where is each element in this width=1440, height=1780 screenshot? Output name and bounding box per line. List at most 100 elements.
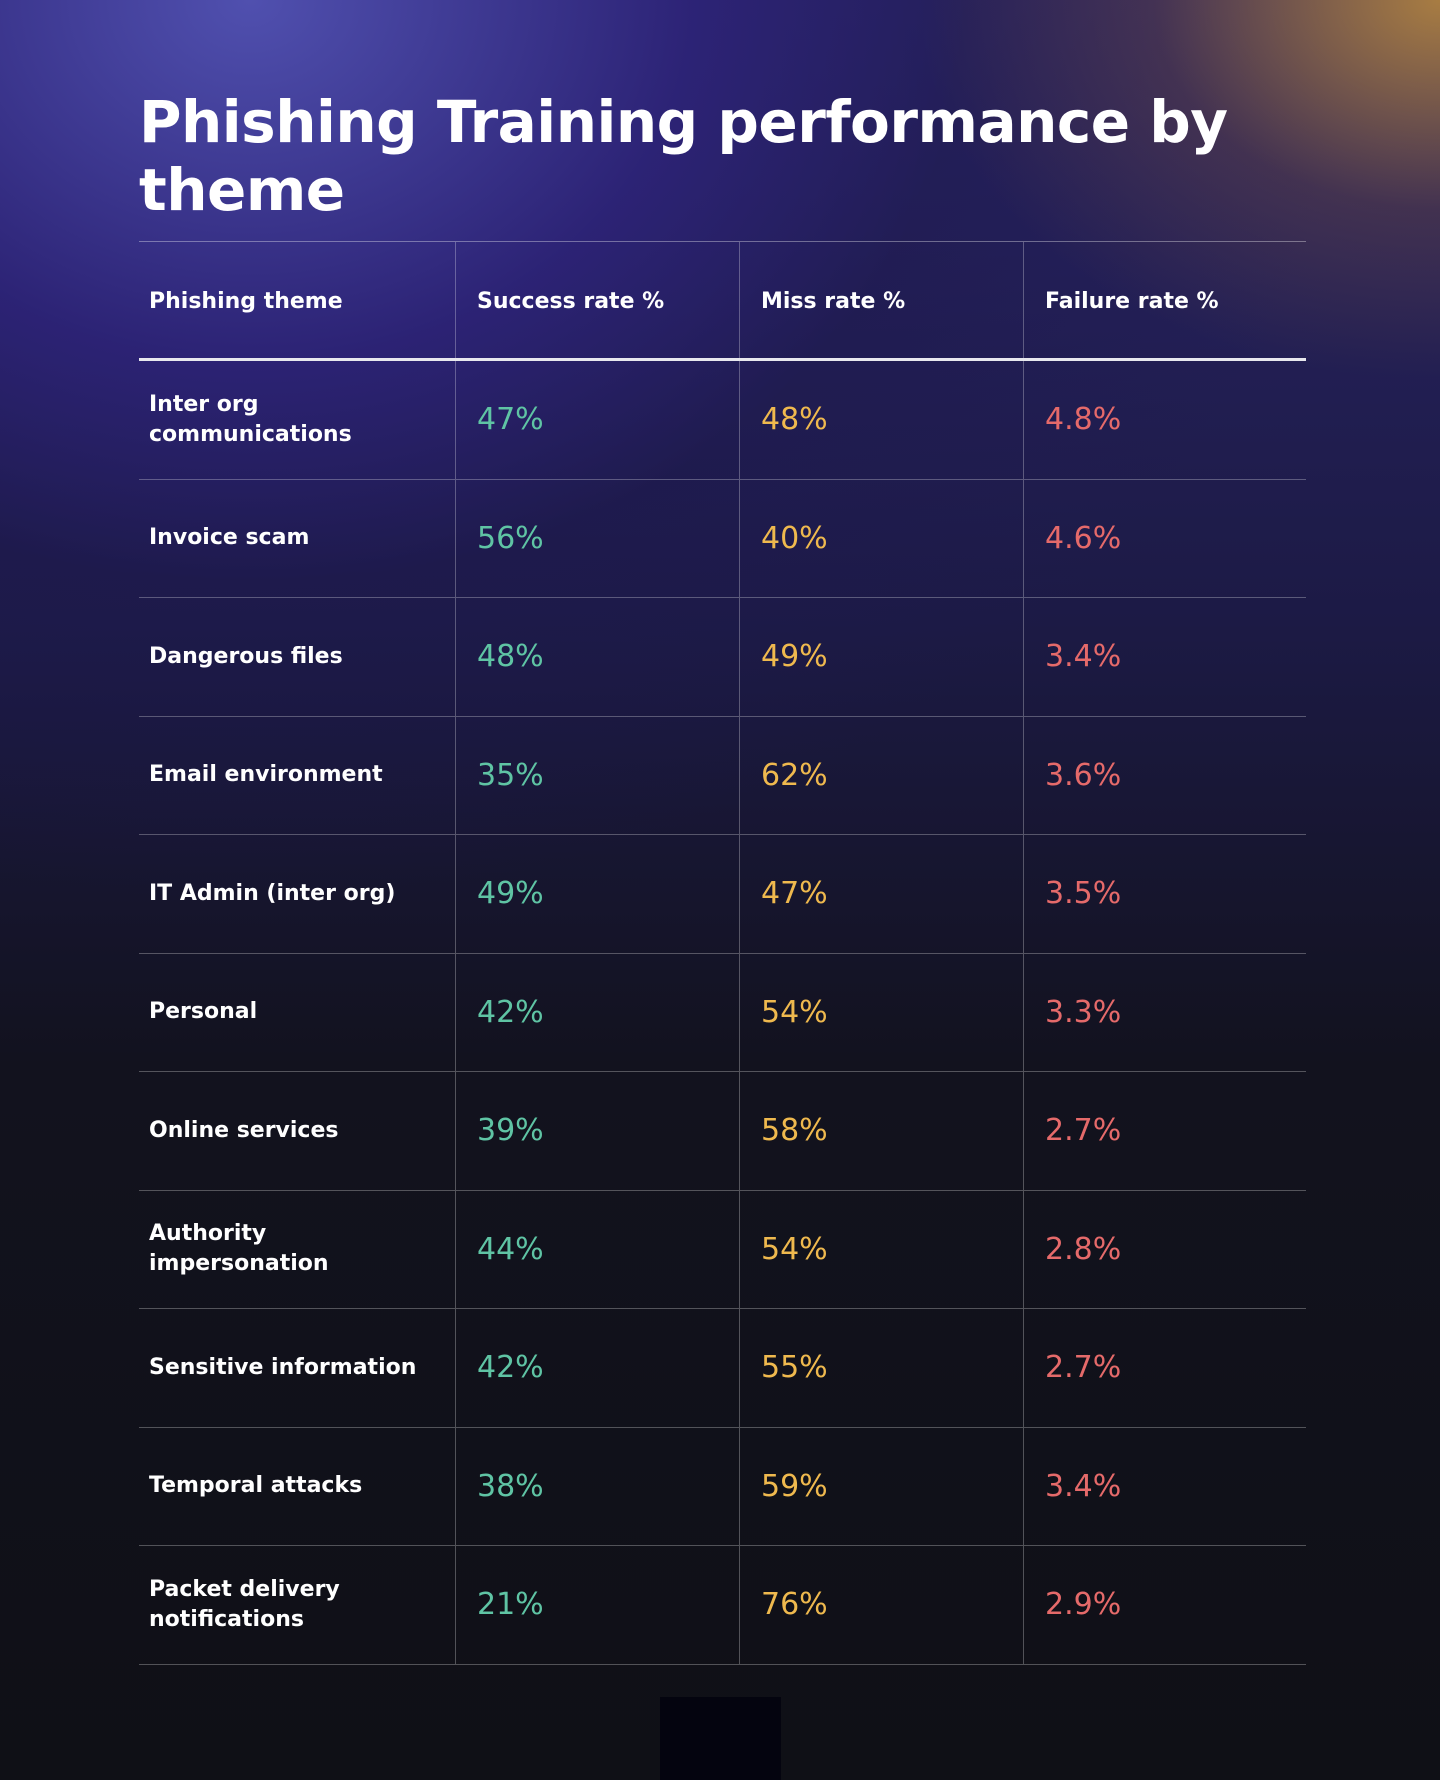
theme-label: IT Admin (inter org) (149, 880, 396, 906)
miss-rate: 58% (761, 1113, 828, 1149)
theme-cell: Email environment (139, 717, 455, 835)
success-cell: 44% (455, 1190, 739, 1308)
failure-cell: 3.4% (1023, 1427, 1306, 1545)
failure-rate: 3.4% (1045, 639, 1122, 675)
theme-cell: Sensitive information (139, 1309, 455, 1427)
miss-rate: 40% (761, 520, 828, 556)
header-theme: Phishing theme (149, 288, 343, 314)
success-cell: 38% (455, 1427, 739, 1545)
table-row: IT Admin (inter org) 49% 47% 3.5% (139, 835, 1306, 954)
theme-label: Dangerous files (149, 643, 343, 669)
failure-rate: 2.9% (1045, 1587, 1122, 1623)
theme-label: Invoice scam (149, 525, 310, 551)
miss-cell: 55% (739, 1309, 1023, 1427)
miss-cell: 54% (739, 953, 1023, 1071)
miss-cell: 59% (739, 1427, 1023, 1545)
theme-label: Email environment (149, 762, 383, 788)
theme-cell: Dangerous files (139, 598, 455, 716)
table-row: Online services 39% 58% 2.7% (139, 1072, 1306, 1191)
theme-cell: Inter org communications (139, 361, 455, 479)
success-cell: 35% (455, 716, 739, 834)
failure-cell: 3.4% (1023, 598, 1306, 716)
success-cell: 42% (455, 1309, 739, 1427)
miss-cell: 49% (739, 598, 1023, 716)
table-row: Personal 42% 54% 3.3% (139, 953, 1306, 1072)
miss-cell: 76% (739, 1546, 1023, 1664)
failure-cell: 4.6% (1023, 479, 1306, 597)
failure-rate: 4.6% (1045, 520, 1122, 556)
miss-rate: 54% (761, 994, 828, 1030)
table-row: Inter org communications 47% 48% 4.8% (139, 361, 1306, 480)
miss-rate: 55% (761, 1350, 828, 1386)
table-row: Sensitive information 42% 55% 2.7% (139, 1309, 1306, 1428)
failure-rate: 3.6% (1045, 757, 1122, 793)
failure-cell: 2.8% (1023, 1190, 1306, 1308)
failure-rate: 2.7% (1045, 1113, 1122, 1149)
miss-cell: 54% (739, 1190, 1023, 1308)
theme-label: Personal (149, 999, 258, 1025)
success-rate: 35% (477, 757, 544, 793)
miss-rate: 49% (761, 639, 828, 675)
miss-rate: 76% (761, 1587, 828, 1623)
success-cell: 49% (455, 835, 739, 953)
header-failure: Failure rate % (1023, 242, 1306, 358)
theme-cell: Online services (139, 1072, 455, 1190)
failure-rate: 3.5% (1045, 876, 1122, 912)
theme-table: Phishing theme Success rate % Miss rate … (139, 241, 1306, 1665)
failure-cell: 3.3% (1023, 953, 1306, 1071)
failure-cell: 2.7% (1023, 1309, 1306, 1427)
theme-label: Sensitive information (149, 1354, 417, 1380)
success-cell: 56% (455, 479, 739, 597)
table-row: Invoice scam 56% 40% 4.6% (139, 479, 1306, 598)
success-rate: 38% (477, 1468, 544, 1504)
miss-rate: 54% (761, 1231, 828, 1267)
miss-cell: 47% (739, 835, 1023, 953)
miss-cell: 62% (739, 716, 1023, 834)
success-rate: 56% (477, 520, 544, 556)
theme-cell: Invoice scam (139, 480, 455, 598)
header-miss: Miss rate % (739, 242, 1023, 358)
failure-rate: 3.4% (1045, 1468, 1122, 1504)
theme-cell: Packet delivery notifications (139, 1546, 455, 1664)
success-rate: 44% (477, 1231, 544, 1267)
table-row: Email environment 35% 62% 3.6% (139, 716, 1306, 835)
failure-rate: 2.7% (1045, 1350, 1122, 1386)
failure-cell: 2.9% (1023, 1546, 1306, 1664)
miss-rate: 47% (761, 876, 828, 912)
footer-block (660, 1697, 781, 1780)
success-rate: 21% (477, 1587, 544, 1623)
failure-cell: 3.6% (1023, 716, 1306, 834)
theme-label: Temporal attacks (149, 1473, 363, 1499)
success-rate: 42% (477, 1350, 544, 1386)
success-rate: 48% (477, 639, 544, 675)
theme-label: Online services (149, 1117, 339, 1143)
success-rate: 42% (477, 994, 544, 1030)
miss-rate: 48% (761, 402, 828, 438)
failure-cell: 4.8% (1023, 361, 1306, 479)
success-cell: 48% (455, 598, 739, 716)
miss-cell: 58% (739, 1072, 1023, 1190)
success-cell: 42% (455, 953, 739, 1071)
page-title: Phishing Training performance by theme (139, 88, 1228, 224)
success-cell: 21% (455, 1546, 739, 1664)
failure-rate: 2.8% (1045, 1231, 1122, 1267)
success-rate: 49% (477, 876, 544, 912)
theme-label: Packet delivery notifications (149, 1576, 340, 1632)
failure-cell: 3.5% (1023, 835, 1306, 953)
theme-cell: Temporal attacks (139, 1428, 455, 1546)
miss-rate: 59% (761, 1468, 828, 1504)
failure-rate: 3.3% (1045, 994, 1122, 1030)
table-row: Authority impersonation 44% 54% 2.8% (139, 1190, 1306, 1309)
table-row: Packet delivery notifications 21% 76% 2.… (139, 1546, 1306, 1665)
theme-cell: Personal (139, 954, 455, 1072)
success-cell: 39% (455, 1072, 739, 1190)
miss-cell: 40% (739, 479, 1023, 597)
failure-rate: 4.8% (1045, 402, 1122, 438)
failure-cell: 2.7% (1023, 1072, 1306, 1190)
theme-cell: IT Admin (inter org) (139, 835, 455, 953)
theme-label: Inter org communications (149, 391, 352, 447)
table-header-row: Phishing theme Success rate % Miss rate … (139, 241, 1306, 361)
theme-label: Authority impersonation (149, 1221, 329, 1277)
success-cell: 47% (455, 361, 739, 479)
success-rate: 39% (477, 1113, 544, 1149)
